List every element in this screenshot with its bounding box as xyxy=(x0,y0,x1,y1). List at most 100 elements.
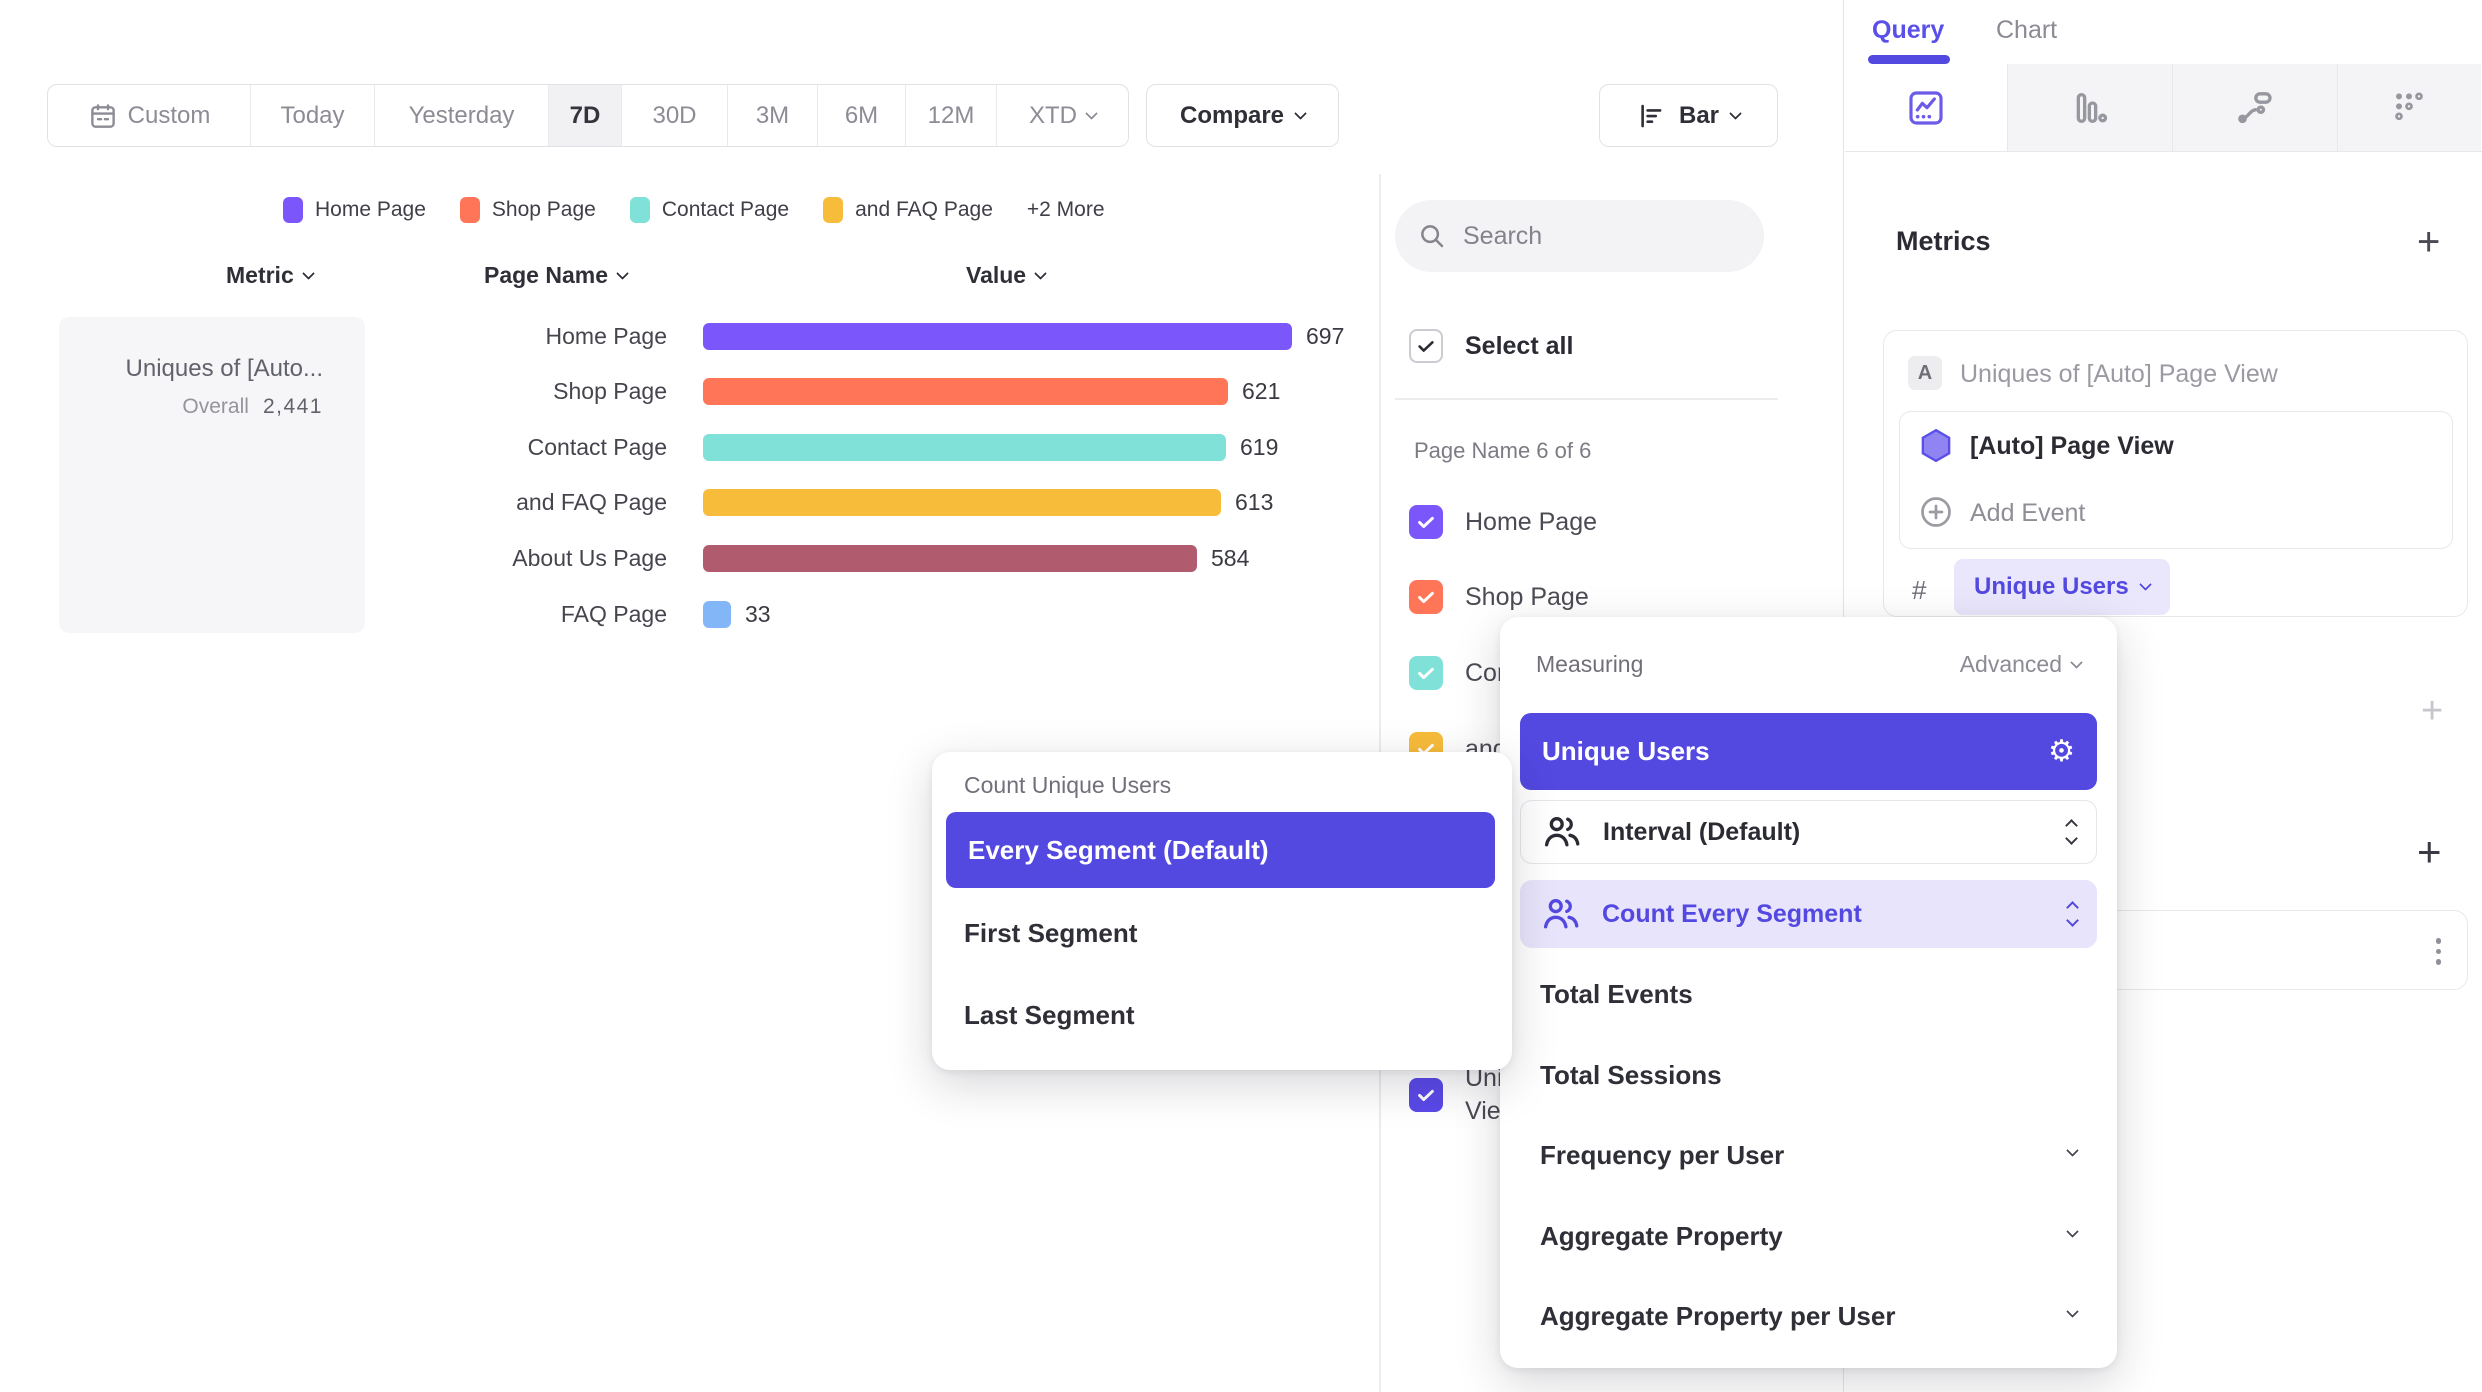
option-every-segment-selected[interactable]: Every Segment (Default) xyxy=(946,812,1495,888)
bar-label: About Us Page xyxy=(512,544,667,571)
segment-row-home-page[interactable]: Home Page xyxy=(1409,505,1597,539)
select-all-label: Select all xyxy=(1465,331,1574,360)
select-all-row[interactable]: Select all xyxy=(1409,329,1573,363)
checkbox-checked[interactable] xyxy=(1409,580,1443,614)
active-tab-underline xyxy=(1868,55,1950,64)
date-range-30d[interactable]: 30D xyxy=(622,85,728,146)
legend-item[interactable]: Contact Page xyxy=(629,197,789,223)
bar-label: Home Page xyxy=(545,322,667,349)
add-breakdown-button[interactable]: + xyxy=(2417,828,2442,875)
date-range-12m[interactable]: 12M xyxy=(906,85,997,146)
legend-item[interactable]: Shop Page xyxy=(459,197,596,223)
bar-label: FAQ Page xyxy=(560,600,667,627)
stepper-icon[interactable] xyxy=(2066,901,2079,927)
chevron-down-icon xyxy=(2138,578,2152,591)
date-range-6m[interactable]: 6M xyxy=(818,85,906,146)
event-name[interactable]: [Auto] Page View xyxy=(1970,432,2174,460)
compare-button[interactable]: Compare xyxy=(1146,84,1339,147)
add-filter-button[interactable]: + xyxy=(2421,690,2444,732)
option-last-segment[interactable]: Last Segment xyxy=(964,1000,1135,1030)
bar-value: 619 xyxy=(1240,433,1279,460)
interval-row[interactable]: Interval (Default) xyxy=(1520,800,2097,864)
count-every-segment-row[interactable]: Count Every Segment xyxy=(1520,880,2097,948)
bar[interactable] xyxy=(703,488,1221,516)
option-first-segment[interactable]: First Segment xyxy=(964,918,1138,948)
column-header-metric[interactable]: Metric xyxy=(226,262,315,289)
option-frequency-per-user[interactable]: Frequency per User xyxy=(1540,1140,1785,1170)
chevron-down-icon xyxy=(2070,655,2083,669)
option-total-events[interactable]: Total Events xyxy=(1540,979,1693,1009)
bar-row: FAQ Page 33 xyxy=(347,600,771,628)
divider xyxy=(1395,398,1778,400)
overall-value: 2,441 xyxy=(262,395,323,418)
checkbox-checked[interactable] xyxy=(1409,1078,1443,1112)
column-header-page-name[interactable]: Page Name xyxy=(484,262,629,289)
count-popup-title: Count Unique Users xyxy=(964,772,1172,798)
chevron-down-icon xyxy=(1085,106,1098,120)
select-all-checkbox[interactable] xyxy=(1409,329,1443,363)
option-unique-users-selected[interactable]: Unique Users ⚙ xyxy=(1520,713,2097,790)
tab-query[interactable]: Query xyxy=(1872,16,1945,44)
option-aggregate-property-per-user[interactable]: Aggregate Property per User xyxy=(1540,1301,1896,1331)
bar[interactable] xyxy=(703,600,731,628)
legend-swatch xyxy=(823,197,844,223)
checkbox-checked[interactable] xyxy=(1409,505,1443,539)
bar-row: Home Page 697 xyxy=(347,322,1344,350)
date-range-3m[interactable]: 3M xyxy=(728,85,818,146)
bar-value: 621 xyxy=(1242,377,1281,404)
report-type-tabs xyxy=(1844,64,2482,152)
date-range-yesterday[interactable]: Yesterday xyxy=(375,85,549,146)
search-input[interactable]: Search xyxy=(1395,200,1764,272)
tab-retention[interactable] xyxy=(2336,64,2481,151)
bar-value: 33 xyxy=(745,600,771,627)
chevron-down-icon xyxy=(1294,106,1307,120)
bar-chart-icon xyxy=(1641,104,1662,127)
count-unique-users-popup: Count Unique Users Every Segment (Defaul… xyxy=(932,752,1512,1070)
tab-funnels[interactable] xyxy=(2007,64,2172,151)
advanced-toggle[interactable]: Advanced xyxy=(1960,651,2083,678)
date-range-control: Custom Today Yesterday 7D 30D 3M 6M 12M … xyxy=(47,84,1129,147)
add-event-button[interactable]: Add Event xyxy=(1970,499,2086,527)
stepper-icon[interactable] xyxy=(2065,819,2078,845)
option-total-sessions[interactable]: Total Sessions xyxy=(1540,1060,1722,1090)
date-range-custom[interactable]: Custom xyxy=(48,85,251,146)
bar[interactable] xyxy=(703,544,1197,572)
sort-chevron-icon xyxy=(301,266,315,280)
bar[interactable] xyxy=(703,322,1292,350)
legend-item[interactable]: Home Page xyxy=(283,197,426,223)
option-aggregate-property[interactable]: Aggregate Property xyxy=(1540,1221,1783,1251)
chevron-down-icon[interactable] xyxy=(2066,1144,2079,1157)
column-header-value[interactable]: Value xyxy=(966,262,1047,289)
date-range-7d[interactable]: 7D xyxy=(549,85,622,146)
segment-row-shop-page[interactable]: Shop Page xyxy=(1409,580,1589,614)
chart-type-select[interactable]: Bar xyxy=(1599,84,1778,147)
checkbox-checked[interactable] xyxy=(1409,656,1443,690)
metric-badge: A xyxy=(1908,356,1942,390)
measurement-pill[interactable]: Unique Users xyxy=(1954,559,2170,615)
bar[interactable] xyxy=(703,377,1228,405)
add-event-icon xyxy=(1921,497,1951,527)
metric-cell-title: Uniques of [Auto... xyxy=(125,355,323,382)
tab-insights[interactable] xyxy=(1844,64,2008,151)
gear-icon[interactable]: ⚙ xyxy=(2048,734,2075,769)
bar-value: 697 xyxy=(1306,322,1345,349)
bar-row: Shop Page 621 xyxy=(347,377,1280,405)
add-metric-button[interactable]: + xyxy=(2417,220,2441,264)
bar-value: 613 xyxy=(1235,488,1274,515)
bar-row: About Us Page 584 xyxy=(347,544,1249,572)
date-range-today[interactable]: Today xyxy=(251,85,375,146)
bar[interactable] xyxy=(703,433,1226,461)
date-range-xtd[interactable]: XTD xyxy=(997,85,1128,146)
bar-label: Contact Page xyxy=(527,433,667,460)
date-range-label: Custom xyxy=(127,101,211,129)
tab-chart[interactable]: Chart xyxy=(1996,16,2058,44)
tab-flows[interactable] xyxy=(2171,64,2337,151)
chevron-down-icon[interactable] xyxy=(2066,1305,2079,1318)
legend-more[interactable]: +2 More xyxy=(1026,198,1105,221)
metrics-heading: Metrics xyxy=(1896,226,1991,256)
legend-item[interactable]: and FAQ Page xyxy=(823,197,993,223)
metric-title: Uniques of [Auto] Page View xyxy=(1960,360,2278,388)
chevron-down-icon[interactable] xyxy=(2066,1225,2079,1238)
kebab-menu-icon[interactable] xyxy=(2435,938,2441,965)
